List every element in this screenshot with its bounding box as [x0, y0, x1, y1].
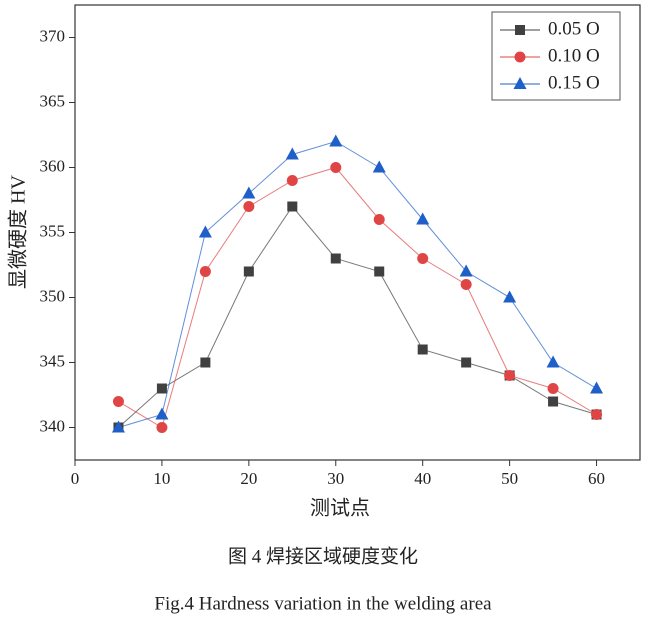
caption-cn: 图 4 焊接区域硬度变化: [228, 545, 418, 567]
legend-label: 0.10 O: [548, 45, 600, 66]
marker: [243, 201, 255, 212]
marker: [285, 147, 299, 160]
y-tick-label: 340: [40, 416, 66, 435]
x-tick-label: 50: [501, 469, 518, 488]
marker: [156, 422, 168, 433]
marker: [155, 407, 169, 420]
x-tick-label: 30: [327, 469, 344, 488]
legend-marker: [514, 51, 526, 63]
marker: [287, 201, 298, 212]
marker: [330, 162, 342, 173]
marker: [504, 370, 516, 381]
marker: [242, 186, 256, 199]
marker: [460, 279, 472, 290]
marker: [330, 253, 341, 264]
marker: [243, 266, 254, 277]
y-tick-label: 355: [40, 221, 66, 240]
y-tick-label: 350: [40, 286, 66, 305]
x-tick-label: 0: [71, 469, 80, 488]
legend-marker: [513, 77, 527, 89]
y-tick-label: 365: [40, 91, 66, 110]
legend-label: 0.15 O: [548, 72, 600, 93]
marker: [374, 266, 385, 277]
marker: [200, 357, 211, 368]
marker: [372, 160, 386, 173]
marker: [417, 253, 429, 264]
series-line: [118, 166, 597, 429]
x-tick-label: 60: [588, 469, 605, 488]
marker: [111, 420, 125, 433]
marker: [199, 266, 211, 277]
x-axis-title: 测试点: [310, 497, 370, 520]
marker: [591, 409, 603, 420]
marker: [417, 344, 428, 355]
marker: [156, 383, 167, 394]
marker: [461, 357, 472, 368]
y-tick-label: 345: [40, 351, 66, 370]
marker: [590, 381, 604, 394]
marker: [546, 355, 560, 368]
marker: [373, 214, 385, 225]
legend-box: [491, 11, 621, 101]
marker: [329, 134, 343, 147]
legend-label: 0.05 O: [548, 18, 600, 39]
marker: [112, 396, 124, 407]
x-tick-label: 20: [240, 469, 257, 488]
marker: [286, 175, 298, 186]
series-line: [118, 205, 597, 428]
marker: [416, 212, 430, 225]
y-tick-label: 370: [40, 26, 66, 45]
legend-marker: [515, 25, 525, 35]
x-tick-label: 10: [153, 469, 170, 488]
series-line: [118, 140, 597, 428]
marker: [459, 264, 473, 277]
marker: [198, 225, 212, 238]
y-axis-title: 显微硬度 HV: [7, 175, 30, 289]
caption-en: Fig.4 Hardness variation in the welding …: [154, 593, 492, 614]
y-tick-label: 360: [40, 156, 66, 175]
marker: [503, 290, 517, 303]
marker: [547, 383, 559, 394]
x-tick-label: 40: [414, 469, 431, 488]
marker: [548, 396, 559, 407]
